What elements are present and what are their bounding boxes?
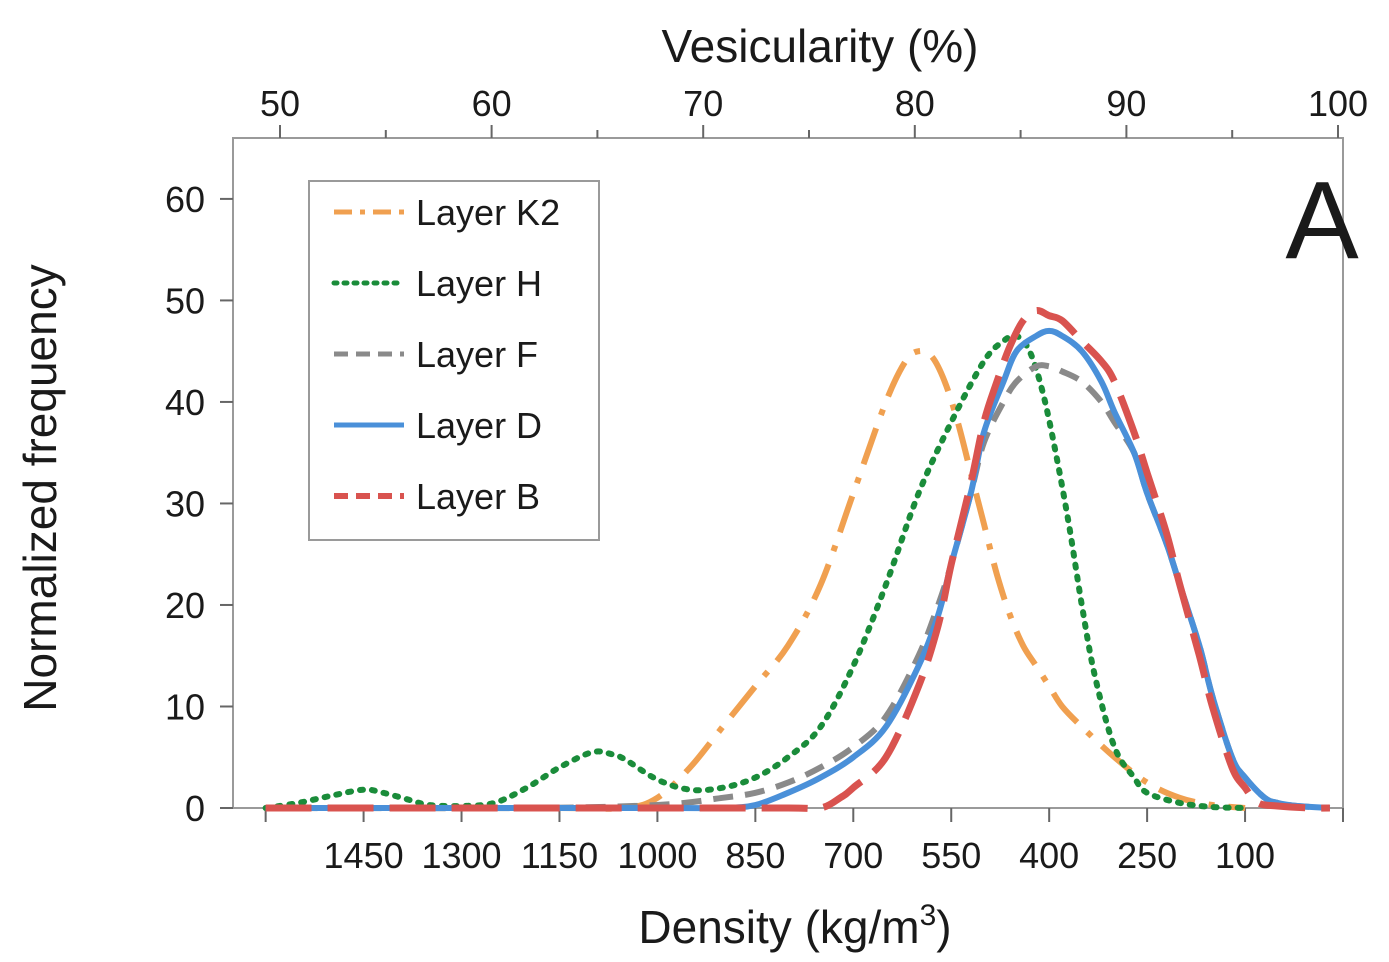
top-axis-tick-label: 50	[260, 83, 300, 124]
y-axis-tick-label: 20	[165, 585, 205, 626]
x-axis-title: Density (kg/m3)	[638, 899, 951, 953]
legend-label-layer-f: Layer F	[416, 334, 538, 375]
y-axis-tick-label: 0	[185, 788, 205, 829]
series-line-layer-k2	[265, 347, 1246, 812]
y-axis-tick-label: 30	[165, 483, 205, 524]
series-line-layer-b	[265, 306, 1330, 813]
top-axis-ticks: 50 60 70 80 90 100	[260, 83, 1368, 138]
x-axis-tick-label: 700	[823, 835, 883, 876]
legend: Layer K2 Layer H Layer F Layer D Layer B	[308, 180, 600, 541]
top-axis-tick-label: 100	[1308, 83, 1368, 124]
panel-label: A	[1285, 159, 1359, 282]
legend-label-layer-b: Layer B	[416, 476, 540, 517]
y-axis-title: Normalized frequency	[14, 264, 66, 711]
top-axis-tick-label: 80	[895, 83, 935, 124]
series-layer	[262, 306, 1331, 813]
y-axis-tick-label: 60	[165, 179, 205, 220]
legend-label-layer-d: Layer D	[416, 405, 542, 446]
left-axis-ticks: 0 10 20 30 40 50 60	[165, 179, 233, 829]
y-axis-tick-label: 50	[165, 280, 205, 321]
x-axis-tick-label: 100	[1215, 835, 1275, 876]
legend-label-layer-h: Layer H	[416, 263, 542, 304]
x-axis-tick-label: 550	[921, 835, 981, 876]
x-axis-tick-label: 1150	[521, 835, 598, 876]
x-axis-tick-label: 850	[725, 835, 785, 876]
bottom-axis-ticks: 1450 1300 1150 1000 850 700 550 400 250 100	[264, 808, 1344, 876]
x-axis-tick-label: 1000	[617, 835, 697, 876]
y-axis-tick-label: 40	[165, 382, 205, 423]
top-axis-tick-label: 90	[1106, 83, 1146, 124]
x-axis-tick-label: 1450	[324, 835, 404, 876]
x-axis-tick-label: 250	[1117, 835, 1177, 876]
top-axis-title: Vesicularity (%)	[662, 20, 979, 72]
top-axis-tick-label: 70	[683, 83, 723, 124]
x-axis-tick-label: 400	[1019, 835, 1079, 876]
top-axis-tick-label: 60	[472, 83, 512, 124]
y-axis-tick-label: 10	[165, 686, 205, 727]
legend-label-layer-k2: Layer K2	[416, 192, 560, 233]
legend-box	[308, 180, 600, 541]
x-axis-tick-label: 1300	[421, 835, 501, 876]
